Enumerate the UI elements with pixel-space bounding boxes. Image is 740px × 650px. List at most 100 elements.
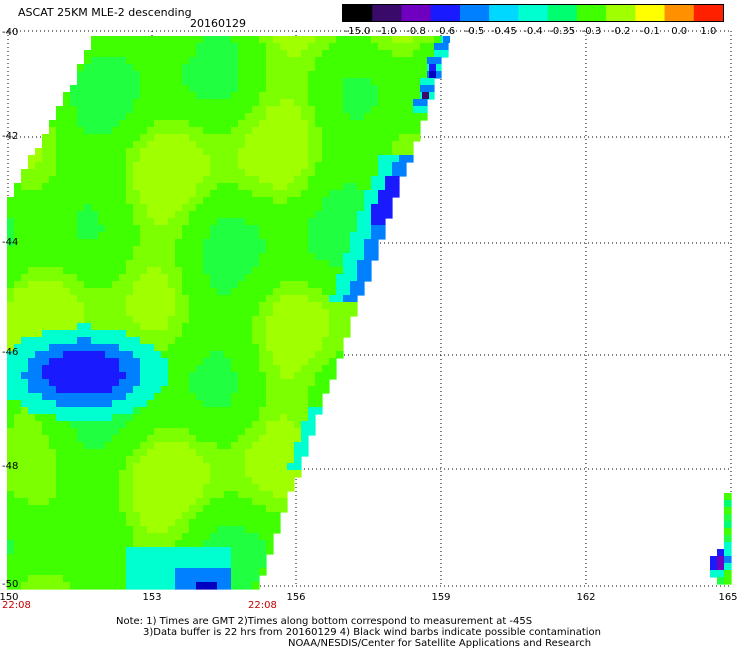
swath-pixel	[175, 526, 183, 534]
swath-pixel	[357, 78, 365, 86]
swath-pixel	[378, 197, 386, 205]
swath-pixel	[189, 512, 197, 520]
swath-pixel	[105, 582, 113, 590]
swath-pixel	[294, 155, 302, 163]
swath-pixel	[168, 288, 176, 296]
swath-pixel	[210, 337, 218, 345]
swath-pixel	[154, 337, 162, 345]
swath-pixel	[63, 281, 71, 289]
swath-pixel	[154, 330, 162, 338]
swath-pixel	[133, 330, 141, 338]
swath-pixel	[14, 295, 22, 303]
swath-pixel	[14, 365, 22, 373]
swath-pixel	[70, 169, 78, 177]
swath-pixel	[238, 442, 246, 450]
swath-pixel	[189, 519, 197, 527]
swath-pixel	[364, 260, 372, 268]
swath-pixel	[336, 309, 344, 317]
swath-pixel	[56, 379, 64, 387]
swath-pixel	[196, 85, 204, 93]
swath-pixel	[133, 568, 141, 576]
swath-pixel	[189, 155, 197, 163]
swath-pixel	[14, 428, 22, 436]
swath-pixel	[175, 463, 183, 471]
swath-pixel	[280, 463, 288, 471]
swath-pixel	[49, 372, 57, 380]
swath-pixel	[63, 491, 71, 499]
swath-pixel	[357, 64, 365, 72]
swath-pixel	[21, 365, 29, 373]
swath-pixel	[119, 295, 127, 303]
swath-pixel	[217, 582, 225, 590]
swath-pixel	[322, 309, 330, 317]
swath-pixel	[217, 526, 225, 534]
swath-pixel	[168, 246, 176, 254]
swath-pixel	[147, 113, 155, 121]
swath-pixel	[203, 365, 211, 373]
swath-pixel	[21, 190, 29, 198]
swath-pixel	[98, 470, 106, 478]
swath-pixel	[273, 512, 281, 520]
colorbar-label: -0.35	[549, 26, 576, 37]
swath-pixel	[238, 533, 246, 541]
swath-pixel	[147, 323, 155, 331]
swath-pixel	[252, 582, 260, 590]
swath-pixel	[154, 498, 162, 506]
swath-pixel	[308, 337, 316, 345]
swath-pixel	[287, 127, 295, 135]
swath-pixel	[217, 288, 225, 296]
swath-pixel	[217, 421, 225, 429]
swath-pixel	[413, 43, 421, 51]
swath-pixel	[196, 260, 204, 268]
swath-pixel	[252, 337, 260, 345]
swath-pixel	[231, 456, 239, 464]
swath-pixel	[196, 120, 204, 128]
swath-pixel	[231, 162, 239, 170]
swath-pixel	[161, 316, 169, 324]
swath-pixel	[196, 463, 204, 471]
swath-pixel	[7, 379, 15, 387]
swath-pixel	[189, 211, 197, 219]
swath-pixel	[413, 71, 421, 79]
swath-pixel	[98, 127, 106, 135]
swath-pixel	[49, 211, 57, 219]
swath-pixel	[717, 570, 725, 578]
swath-pixel	[175, 414, 183, 422]
swath-pixel	[329, 316, 337, 324]
swath-pixel	[210, 183, 218, 191]
swath-pixel	[175, 505, 183, 513]
swath-pixel	[63, 288, 71, 296]
swath-pixel	[182, 554, 190, 562]
swath-pixel	[231, 470, 239, 478]
swath-pixel	[63, 575, 71, 583]
swath-pixel	[392, 134, 400, 142]
swath-pixel	[280, 372, 288, 380]
swath-pixel	[105, 358, 113, 366]
swath-pixel	[84, 498, 92, 506]
swath-pixel	[189, 260, 197, 268]
swath-pixel	[84, 50, 92, 58]
swath-pixel	[91, 351, 99, 359]
swath-pixel	[42, 246, 50, 254]
swath-pixel	[315, 337, 323, 345]
swath-pixel	[203, 204, 211, 212]
swath-pixel	[175, 407, 183, 415]
swath-pixel	[210, 85, 218, 93]
swath-pixel	[224, 512, 232, 520]
swath-pixel	[280, 435, 288, 443]
swath-pixel	[119, 582, 127, 590]
swath-pixel	[406, 71, 414, 79]
swath-pixel	[182, 78, 190, 86]
swath-pixel	[147, 400, 155, 408]
swath-pixel	[56, 561, 64, 569]
swath-pixel	[231, 491, 239, 499]
swath-pixel	[84, 407, 92, 415]
swath-pixel	[238, 148, 246, 156]
swath-pixel	[98, 491, 106, 499]
swath-pixel	[357, 134, 365, 142]
swath-pixel	[56, 421, 64, 429]
swath-pixel	[140, 225, 148, 233]
swath-pixel	[238, 260, 246, 268]
swath-pixel	[91, 113, 99, 121]
swath-pixel	[119, 575, 127, 583]
